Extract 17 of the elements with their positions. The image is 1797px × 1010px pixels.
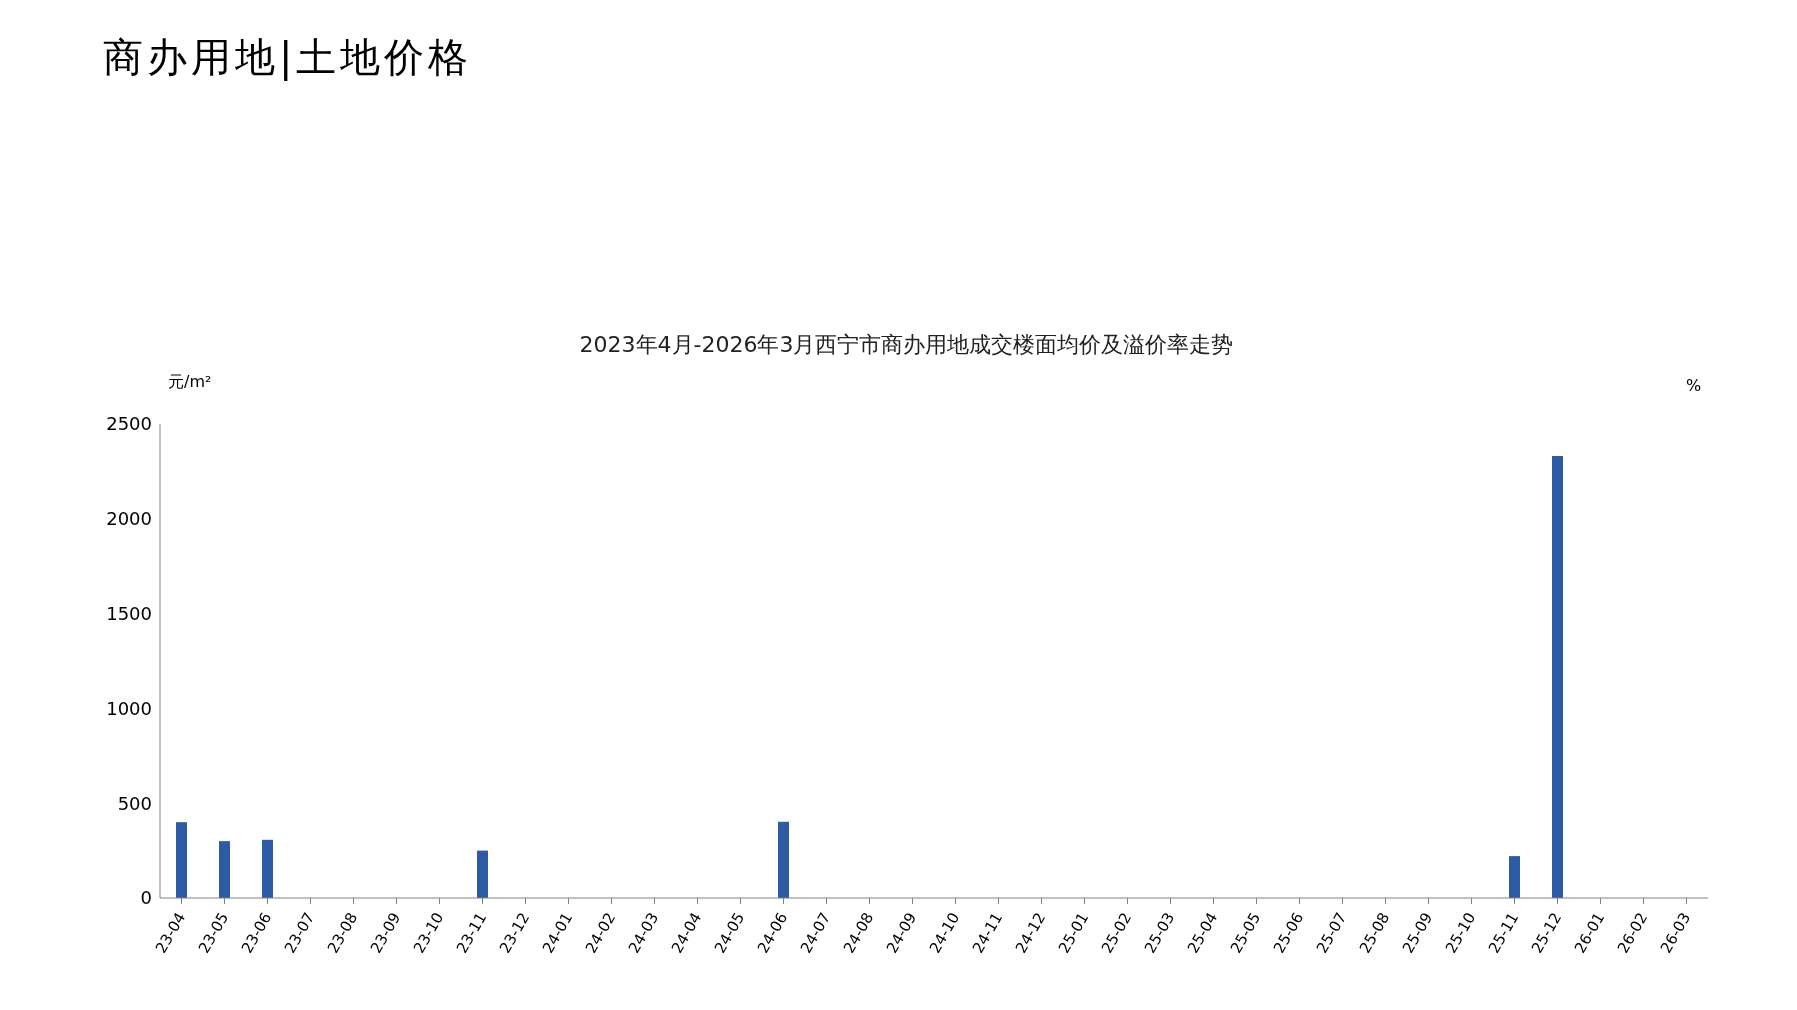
bar [1509, 856, 1520, 898]
y-tick-label: 0 [140, 887, 152, 909]
y-tick-label: 2500 [106, 413, 152, 435]
y-tick-label: 1000 [106, 697, 152, 719]
chart-subtitle: 2023年4月-2026年3月西宁市商办用地成交楼面均价及溢价率走势 [578, 331, 1235, 359]
bar [176, 822, 187, 898]
y-tick-label: 1500 [106, 602, 152, 624]
chart-title: 商办用地|土地价格 [103, 33, 473, 83]
bar [778, 821, 789, 898]
bar [477, 850, 488, 898]
bar [219, 841, 230, 898]
y-tick-label: 500 [117, 792, 152, 814]
bar [262, 839, 273, 898]
y-tick-label: 2000 [106, 508, 152, 530]
bar [1552, 456, 1563, 898]
y2-axis-title: % [1686, 376, 1702, 395]
y-axis-title: 元/m² [168, 372, 212, 393]
